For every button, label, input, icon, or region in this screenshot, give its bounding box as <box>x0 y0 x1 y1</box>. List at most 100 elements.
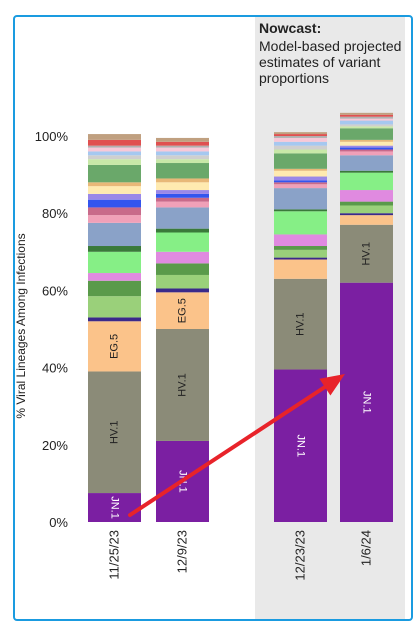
bar-segment <box>88 139 141 146</box>
bar-segment <box>156 141 209 146</box>
bar-segment <box>88 193 141 200</box>
segment-label: EG.5 <box>177 298 189 323</box>
bar-segment <box>156 251 209 264</box>
bar-segment <box>274 132 327 135</box>
segment-label: HV.1 <box>295 312 307 335</box>
bar-segment <box>88 493 141 522</box>
bar-segment <box>88 186 141 194</box>
bar-segment <box>340 190 393 202</box>
bar-segment <box>88 159 141 165</box>
bar-segment <box>274 182 327 185</box>
bar-segment <box>156 159 209 164</box>
bar-segment <box>156 178 209 183</box>
bar-segment <box>88 145 141 148</box>
bar-segment <box>156 207 209 229</box>
bar-segment <box>156 197 209 202</box>
bar-segment <box>340 114 393 117</box>
bar-segment <box>274 180 327 183</box>
bar-segment <box>340 128 393 140</box>
bar-11/25/23: JN.1 HV.1 EG.5 <box>88 134 141 522</box>
bar-segment <box>88 273 141 281</box>
bar-segment <box>340 215 393 225</box>
bar-segment <box>274 234 327 247</box>
bar-segment <box>156 232 209 252</box>
bars: JN.1HV.1EG.5JN.1HV.1EG.5JN.1HV.1JN.1HV.1 <box>88 112 393 522</box>
bar-segment <box>274 170 327 177</box>
bar-segment <box>340 149 393 152</box>
bar-segment <box>88 321 141 372</box>
bar-segment <box>340 139 393 142</box>
bar-segment <box>340 118 393 121</box>
bar-segment <box>156 274 209 289</box>
bar-segment <box>274 257 327 260</box>
x-tick-label: 11/25/23 <box>107 530 122 580</box>
bar-segment <box>340 126 393 129</box>
bar-segment <box>340 147 393 150</box>
bar-segment <box>274 145 327 150</box>
bar-1/6/24: JN.1 HV.1 <box>340 112 393 522</box>
bar-segment <box>340 120 393 125</box>
bar-segment <box>274 153 327 169</box>
segment-label: EG.5 <box>109 334 121 359</box>
bar-segment <box>274 246 327 250</box>
nowcast-title: Nowcast: <box>259 20 322 36</box>
bar-segment <box>340 155 393 171</box>
y-tick-label: 0% <box>49 515 68 530</box>
segment-label: JN.1 <box>109 496 121 519</box>
bar-segment <box>156 228 209 233</box>
bar-segment <box>156 147 209 152</box>
chart-frame <box>13 15 413 621</box>
annotation-layer <box>128 374 345 517</box>
nowcast-description: Model-based projected estimates of varia… <box>259 38 402 86</box>
segment-label: JN.1 <box>361 391 373 414</box>
bar-segment <box>340 145 393 148</box>
bar-segment <box>274 137 327 142</box>
bar-segment <box>88 207 141 216</box>
bar-segment <box>156 201 209 208</box>
y-tick-label: 100% <box>35 129 69 144</box>
y-axis: 0% 20% 40% 60% 80% 100% <box>35 129 69 530</box>
bar-segment <box>340 170 393 173</box>
bar-segment <box>274 176 327 181</box>
bar-segment <box>88 317 141 322</box>
arrow-line <box>128 381 333 517</box>
bar-segment <box>340 224 393 283</box>
x-tick-label: 12/9/23 <box>175 530 190 573</box>
bar-segment <box>88 147 141 152</box>
bar-segment <box>340 112 393 115</box>
bar-segment <box>156 137 209 142</box>
bar-segment <box>88 215 141 223</box>
bar-segment <box>274 249 327 258</box>
bar-segment <box>88 134 141 140</box>
y-tick-label: 80% <box>42 206 68 221</box>
bar-segment <box>88 222 141 247</box>
bar-segment <box>274 209 327 212</box>
bar-segment <box>340 151 393 156</box>
y-tick-label: 40% <box>42 361 68 376</box>
bar-segment <box>88 199 141 208</box>
bar-segment <box>156 190 209 194</box>
bar-segment <box>340 213 393 216</box>
bar-segment <box>88 182 141 187</box>
bar-segment <box>340 116 393 119</box>
bar-segment <box>340 282 393 522</box>
bar-segment <box>88 164 141 183</box>
arrow-head <box>319 374 345 396</box>
bar-segment <box>88 251 141 274</box>
bar-12/9/23: JN.1HV.1EG.5 <box>156 137 209 522</box>
bar-segment <box>156 155 209 160</box>
bar-segment <box>156 292 209 329</box>
bar-segment <box>88 246 141 252</box>
bar-segment <box>274 134 327 136</box>
bar-segment <box>274 369 327 522</box>
x-axis: 11/25/23 12/9/23 12/23/23 1/6/24 <box>107 530 374 581</box>
bar-segment <box>274 149 327 154</box>
bar-segment <box>340 172 393 191</box>
bar-segment <box>274 141 327 146</box>
bar-segment <box>156 151 209 156</box>
bar-12/23/23: JN.1 HV.1 <box>274 132 327 522</box>
bar-segment <box>156 145 209 148</box>
segment-label: HV.1 <box>109 421 121 444</box>
segment-label: JN.1 <box>295 434 307 457</box>
y-tick-label: 20% <box>42 438 68 453</box>
